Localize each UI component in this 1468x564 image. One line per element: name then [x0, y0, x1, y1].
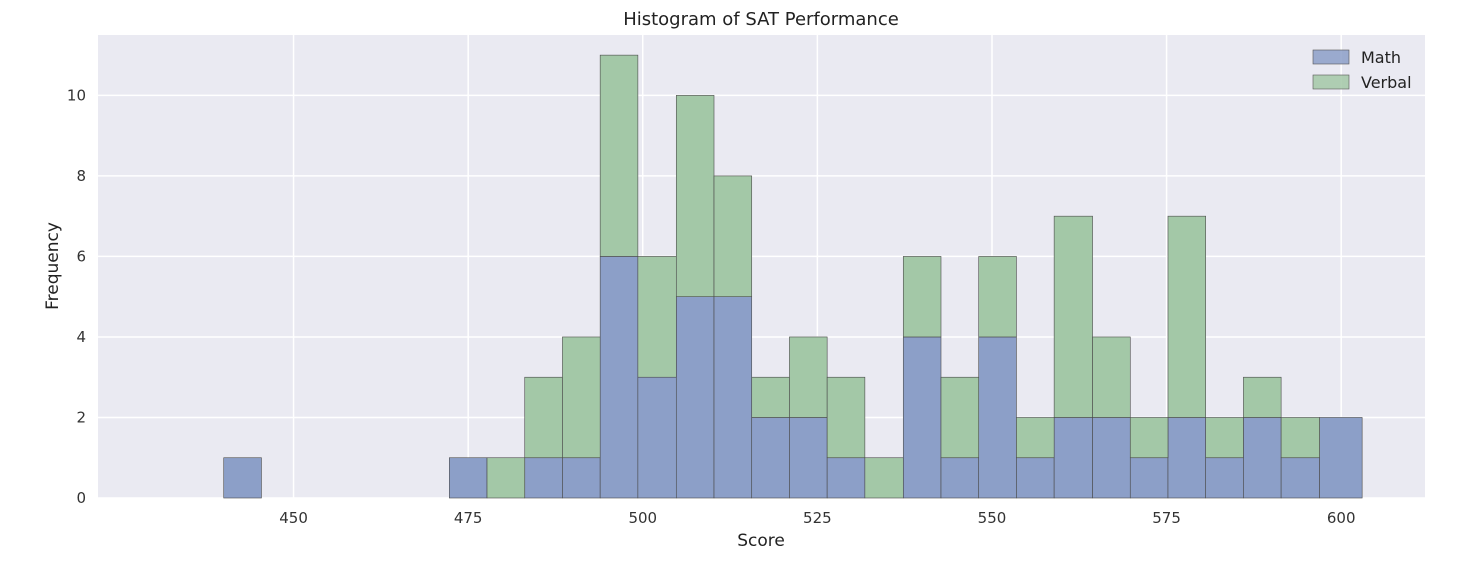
bar-verbal — [978, 256, 1017, 338]
bar-math — [449, 457, 488, 499]
bar-math — [789, 417, 828, 499]
bar-math — [675, 296, 715, 499]
bar-math — [1092, 417, 1131, 499]
bar-verbal — [637, 256, 677, 378]
bar-math — [1280, 457, 1320, 499]
bar-math — [1167, 417, 1206, 499]
legend: Math Verbal — [1312, 48, 1412, 92]
bar-verbal — [713, 175, 753, 297]
y-tick-label: 6 — [76, 247, 86, 265]
bar-math — [223, 457, 262, 499]
bar-math — [599, 256, 639, 499]
bar-math — [524, 457, 563, 499]
x-tick-labels: 450 475 500 525 550 575 600 — [279, 509, 1355, 527]
bar-verbal — [826, 376, 866, 459]
bar-math — [751, 417, 790, 499]
x-tick-label: 500 — [628, 509, 657, 527]
bar-verbal — [1129, 417, 1169, 459]
y-tick-label: 8 — [76, 167, 86, 185]
x-tick-label: 525 — [803, 509, 832, 527]
bar-math — [1205, 457, 1244, 499]
bar-math — [1129, 457, 1169, 499]
bar-math — [1319, 417, 1363, 499]
bar-math — [1243, 417, 1282, 499]
bar-verbal — [1243, 376, 1282, 418]
histogram-bars — [223, 54, 1363, 499]
bar-verbal — [1016, 417, 1055, 459]
bar-verbal — [562, 336, 601, 459]
bar-verbal — [1092, 336, 1131, 418]
y-axis-label: Frequency — [43, 222, 63, 310]
x-tick-label: 600 — [1327, 509, 1356, 527]
bar-math — [940, 457, 980, 499]
bar-verbal — [864, 457, 904, 499]
y-tick-label: 0 — [76, 489, 86, 507]
bar-verbal — [1205, 417, 1244, 459]
x-tick-label: 450 — [279, 509, 308, 527]
y-tick-label: 4 — [76, 328, 86, 346]
x-tick-label: 475 — [454, 509, 483, 527]
bar-verbal — [751, 376, 790, 418]
legend-label-verbal: Verbal — [1361, 73, 1412, 92]
bar-math — [713, 296, 753, 499]
y-tick-label: 10 — [67, 86, 86, 104]
bar-verbal — [1280, 417, 1320, 459]
bar-verbal — [675, 95, 715, 297]
legend-label-math: Math — [1361, 48, 1401, 67]
bar-math — [637, 376, 677, 499]
bar-verbal — [524, 376, 563, 459]
bar-verbal — [1167, 215, 1206, 418]
bar-math — [1016, 457, 1055, 499]
bar-math — [826, 457, 866, 499]
x-tick-label: 575 — [1152, 509, 1181, 527]
y-tick-label: 2 — [76, 408, 86, 426]
bar-math — [562, 457, 601, 499]
y-tick-labels: 0 2 4 6 8 10 — [67, 86, 86, 507]
bar-verbal — [940, 376, 980, 459]
x-tick-label: 550 — [978, 509, 1007, 527]
legend-swatch-math — [1312, 49, 1350, 65]
bar-math — [978, 336, 1017, 499]
bar-verbal — [599, 54, 639, 257]
chart-title: Histogram of SAT Performance — [623, 9, 899, 30]
bar-verbal — [902, 256, 942, 338]
bar-math — [1053, 417, 1093, 499]
bar-verbal — [1053, 215, 1093, 418]
legend-swatch-verbal — [1312, 74, 1350, 90]
bar-verbal — [486, 457, 526, 499]
x-axis-label: Score — [737, 531, 785, 551]
bar-verbal — [789, 336, 828, 418]
bar-math — [902, 336, 942, 499]
